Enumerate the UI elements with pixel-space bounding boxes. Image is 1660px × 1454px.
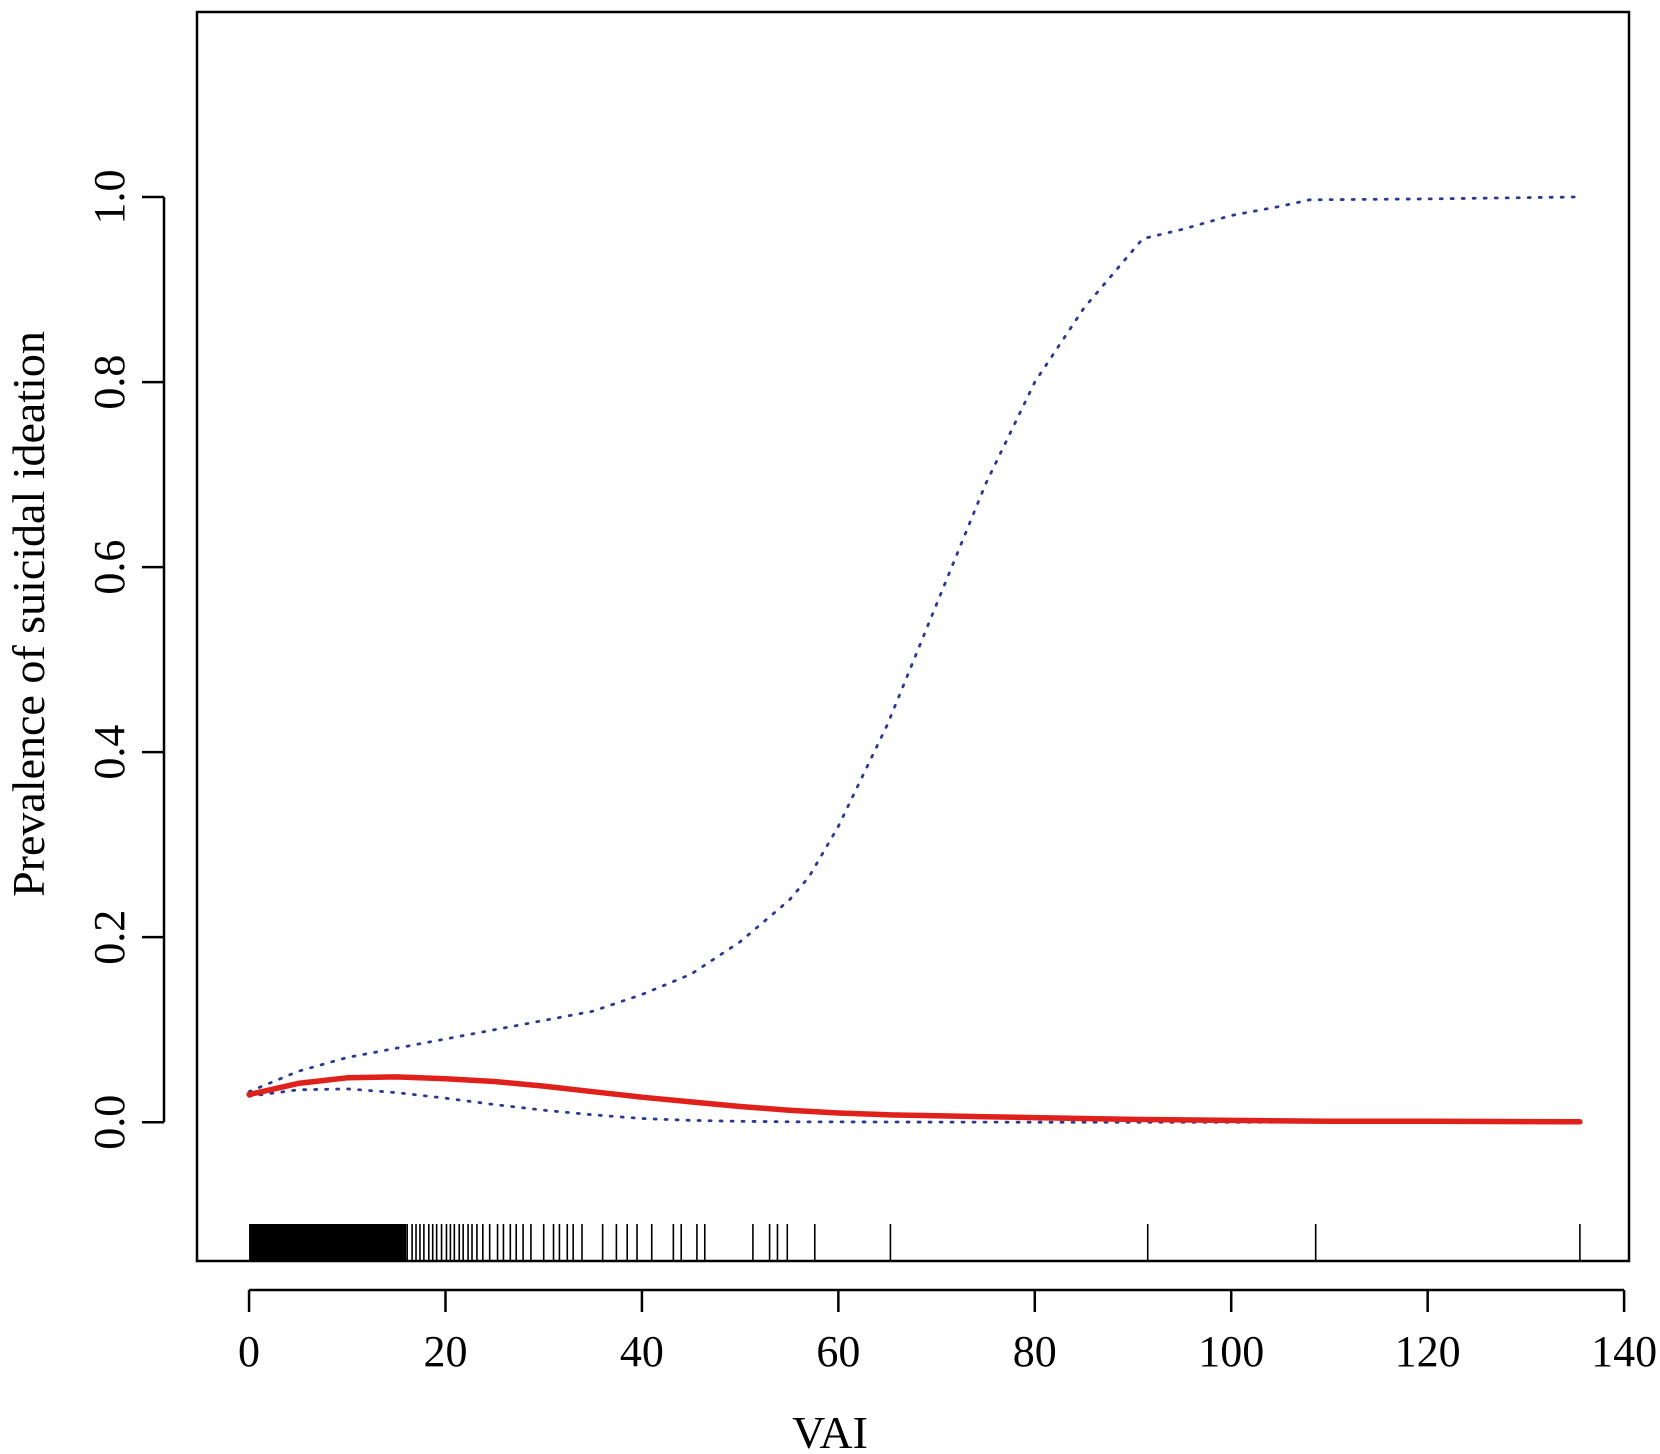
x-tick-label: 40 [620, 1327, 664, 1376]
y-tick-label: 0.4 [85, 725, 134, 780]
y-tick-label: 0.8 [85, 355, 134, 410]
y-tick-label: 0.6 [85, 540, 134, 595]
fitted-curve-group [246, 1074, 1583, 1125]
y-tick-label: 0.2 [85, 910, 134, 965]
y-axis: 0.0 0.2 0.4 0.6 0.8 1.0 [85, 170, 166, 1150]
x-tick-label: 60 [816, 1327, 860, 1376]
fitted-curve [246, 1074, 1583, 1125]
x-tick-label: 0 [238, 1327, 260, 1376]
x-tick-label: 140 [1591, 1327, 1657, 1376]
confidence-bands [247, 195, 1577, 1124]
ci-lower-line [247, 1087, 1577, 1124]
rug-marks [249, 1223, 1581, 1261]
y-tick-label: 0.0 [85, 1095, 134, 1150]
x-axis-title: VAI [792, 1407, 868, 1454]
plot-frame [195, 10, 1631, 1263]
y-tick-label: 1.0 [85, 170, 134, 225]
y-axis-title: Prevalence of suicidal ideation [3, 331, 54, 897]
x-tick-label: 120 [1395, 1327, 1461, 1376]
ci-upper-line [247, 195, 1577, 1094]
x-tick-label: 20 [423, 1327, 467, 1376]
x-axis: 0 20 40 60 80 100 120 140 [238, 1288, 1657, 1376]
x-tick-label: 100 [1198, 1327, 1264, 1376]
x-tick-label: 80 [1013, 1327, 1057, 1376]
rug-dense-block [249, 1223, 407, 1261]
